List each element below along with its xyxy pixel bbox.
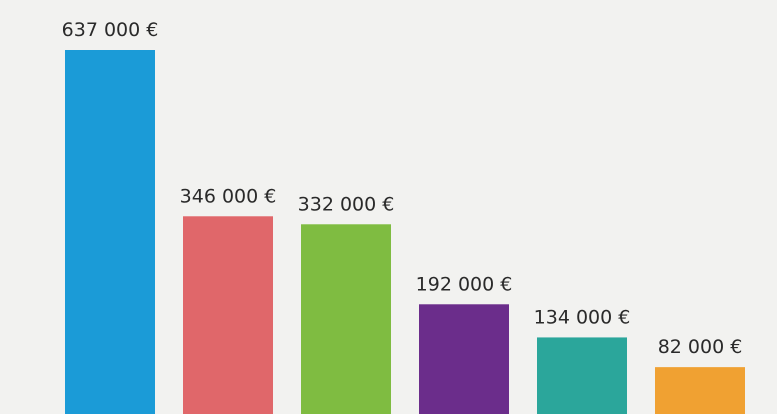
bar (419, 304, 509, 414)
value-label: 332 000 € (298, 193, 395, 215)
bar (183, 216, 273, 414)
bar (537, 337, 627, 414)
value-label: 346 000 € (180, 185, 277, 207)
value-label: 192 000 € (416, 273, 513, 295)
value-label: 134 000 € (534, 306, 631, 328)
bar (301, 224, 391, 414)
bar (65, 50, 155, 414)
value-label: 637 000 € (62, 19, 159, 41)
value-label: 82 000 € (658, 336, 743, 358)
bar (655, 367, 745, 414)
